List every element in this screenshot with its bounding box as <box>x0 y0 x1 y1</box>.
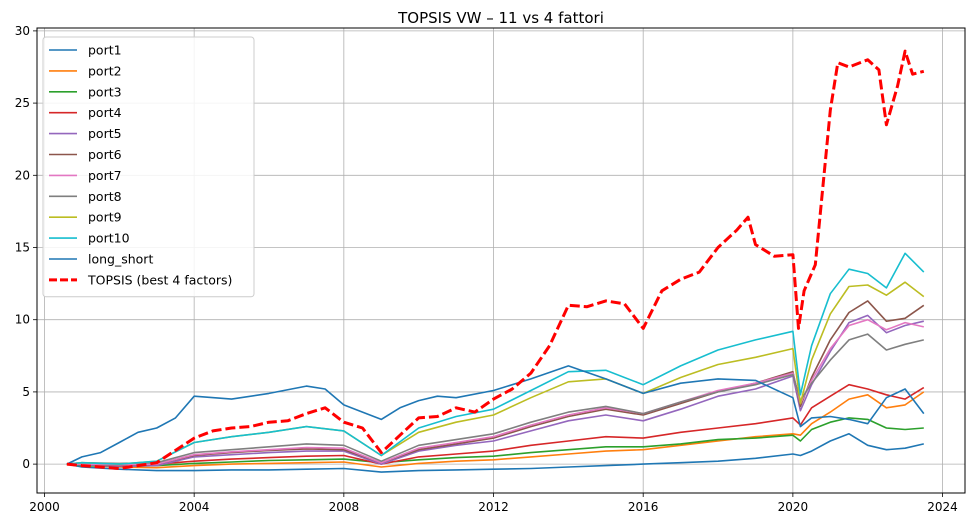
legend-label: port5 <box>88 126 122 141</box>
y-tick-label: 30 <box>15 24 30 38</box>
plot-frame <box>36 27 966 494</box>
series-line-1 <box>66 432 924 473</box>
x-tick-label: 2000 <box>29 500 60 514</box>
legend-box <box>42 36 255 298</box>
series-line-4 <box>66 383 925 466</box>
x-tick-label: 2008 <box>329 500 360 514</box>
series-line-8 <box>66 333 924 465</box>
chart-title: TOPSIS VW – 11 vs 4 fattori <box>397 9 604 27</box>
legend-label: port4 <box>88 105 122 120</box>
y-tick-label: 20 <box>15 168 30 182</box>
legend-label: long_short <box>88 252 153 267</box>
y-tick-label: 5 <box>22 385 30 399</box>
legend: port1 port2 port3 port4 port5 port6 port7 port8… <box>42 36 255 298</box>
legend-label: port1 <box>88 43 122 58</box>
x-tick-label: 2016 <box>628 500 659 514</box>
x-tick-label: 2004 <box>179 500 210 514</box>
legend-label: port2 <box>88 63 122 78</box>
series-line-10 <box>66 252 925 465</box>
x-tick-label: 2020 <box>778 500 809 514</box>
legend-label: port7 <box>88 168 122 183</box>
legend-label: TOPSIS (best 4 factors) <box>87 272 232 287</box>
legend-label: port3 <box>88 84 122 99</box>
series-line-7 <box>66 318 924 466</box>
axes: 2000 2004 2008 2012 2016 2020 2024 0 5 10 15 20 25 30 <box>15 24 958 514</box>
series-line-3 <box>66 417 924 468</box>
y-tick-label: 10 <box>15 313 30 327</box>
series-lines <box>66 49 925 473</box>
series-line-12 <box>66 49 925 470</box>
legend-label: port8 <box>88 189 122 204</box>
y-tick-label: 15 <box>15 241 30 255</box>
y-tick-label: 0 <box>22 457 30 471</box>
y-tick-label: 25 <box>15 96 30 110</box>
x-tick-label: 2024 <box>927 500 958 514</box>
series-line-11 <box>66 365 925 465</box>
series-line-2 <box>66 391 925 469</box>
x-tick-label: 2012 <box>478 500 509 514</box>
legend-label: port9 <box>88 210 122 225</box>
legend-label: port10 <box>88 231 130 246</box>
legend-label: port6 <box>88 147 122 162</box>
